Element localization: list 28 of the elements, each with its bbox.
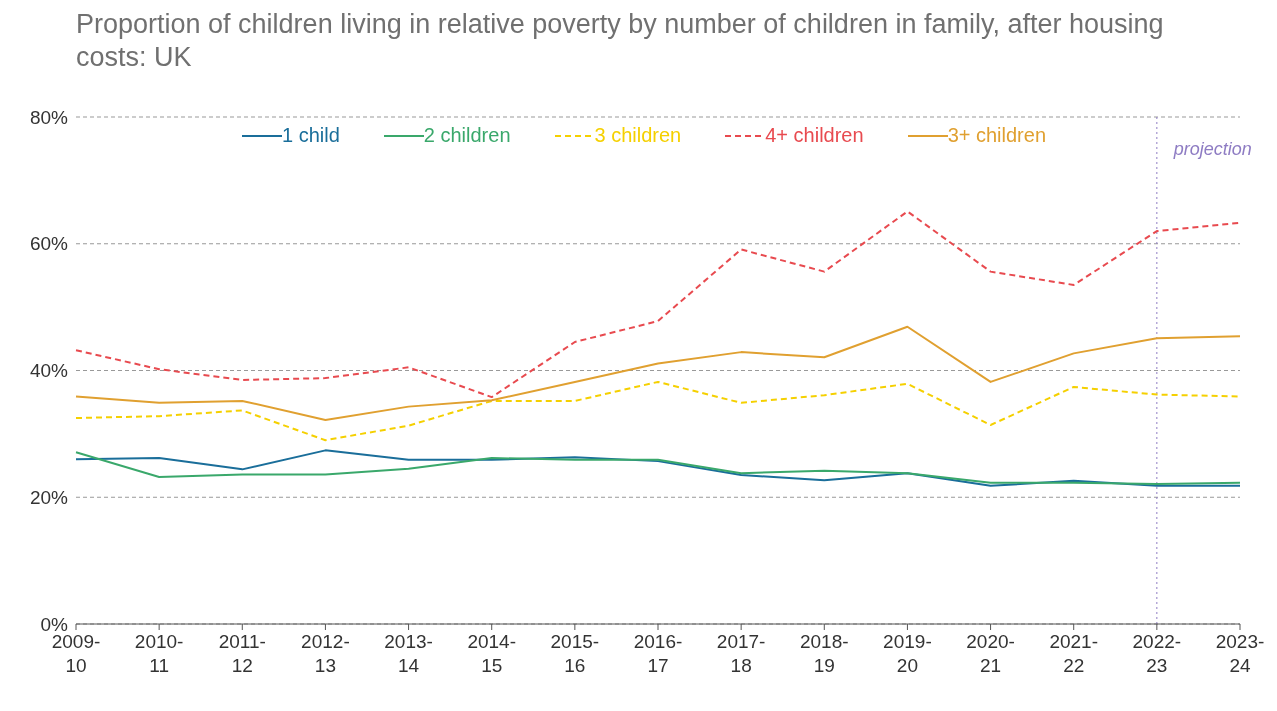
x-tick-label: 2020-21 bbox=[966, 631, 1015, 676]
x-tick-label: 2019-20 bbox=[883, 631, 932, 676]
y-tick-label: 40% bbox=[29, 360, 69, 382]
legend-label: 2 children bbox=[423, 124, 511, 147]
x-tick-label: 2017-18 bbox=[716, 631, 766, 676]
x-tick-label: 2018-19 bbox=[799, 631, 849, 676]
x-tick-label: 2010-11 bbox=[134, 631, 184, 676]
line-series bbox=[75, 325, 1241, 421]
legend-label: 3 children bbox=[594, 124, 682, 147]
x-tick-label: 2023-24 bbox=[1215, 631, 1265, 676]
legend-label: 3+ children bbox=[947, 124, 1047, 147]
legend-label: 4+ children bbox=[765, 124, 864, 147]
chart-title: Proportion of children living in relative poverty by number of children in family, after housing costs: UK bbox=[76, 8, 1165, 74]
x-tick-label: 2012-13 bbox=[301, 631, 350, 676]
line-series bbox=[75, 210, 1241, 399]
line-series bbox=[75, 380, 1241, 442]
x-tick-label: 2021-22 bbox=[1049, 631, 1099, 676]
x-tick-label: 2011-12 bbox=[218, 631, 266, 676]
y-tick-label: 80% bbox=[29, 106, 69, 128]
x-tick-label: 2013-14 bbox=[384, 631, 433, 676]
x-tick-label: 2014-15 bbox=[467, 631, 517, 676]
x-tick-label: 2015-16 bbox=[550, 631, 600, 676]
legend-label: 1 child bbox=[281, 124, 340, 147]
ref-line-label: projection bbox=[1172, 138, 1252, 159]
x-tick-label: 2016-17 bbox=[633, 631, 683, 676]
y-tick-label: 60% bbox=[29, 233, 69, 255]
y-tick-label: 20% bbox=[29, 486, 69, 508]
x-tick-label: 2022-23 bbox=[1132, 631, 1182, 676]
